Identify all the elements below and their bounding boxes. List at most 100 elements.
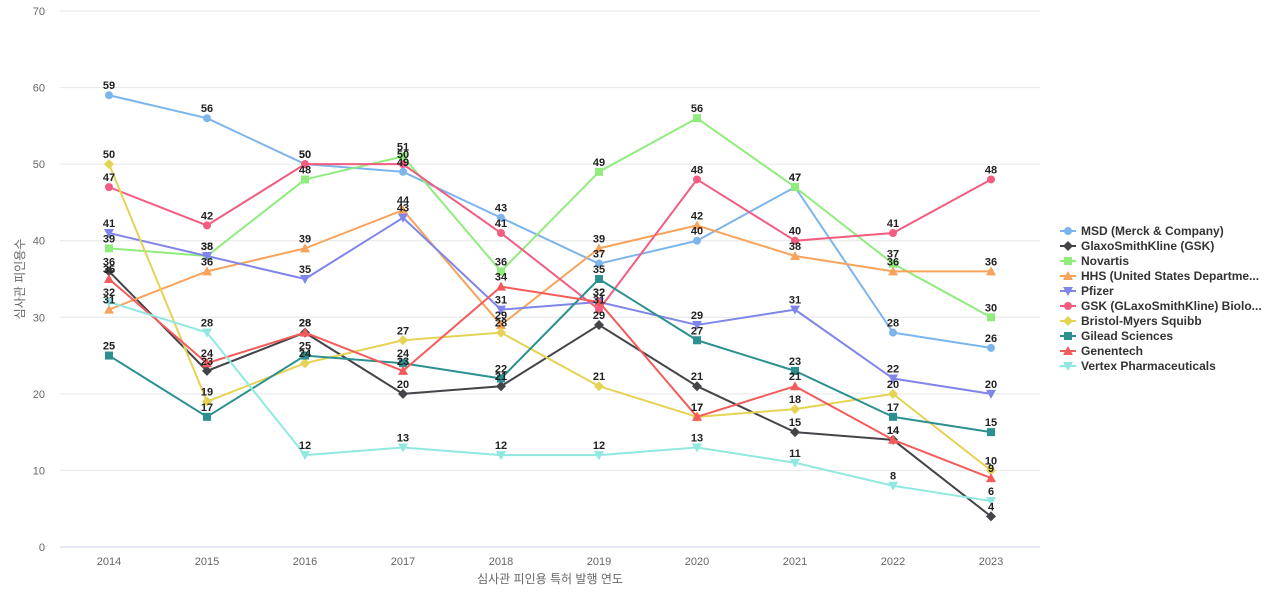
data-label: 42 [201,210,213,222]
y-tick-label: 30 [33,312,45,324]
series-line [108,270,992,518]
series-4 [104,205,996,329]
series-9 [104,274,996,483]
legend-item[interactable]: MSD (Merck & Company) [1060,224,1224,238]
series-3 [105,114,995,322]
x-tick-label: 2016 [293,556,317,568]
data-label: 28 [201,318,213,330]
legend-label: Gilead Sciences [1081,329,1173,343]
series-line [108,94,992,349]
legend-item[interactable]: GlaxoSmithKline (GSK) [1060,239,1214,253]
data-label: 29 [495,310,507,322]
data-point [594,451,604,461]
data-point [987,175,995,184]
x-tick-label: 2017 [391,556,415,568]
data-label: 27 [397,325,409,337]
data-label: 17 [887,402,899,414]
data-point [300,451,310,461]
data-label: 32 [593,287,605,299]
data-point [104,159,114,170]
legend-label: Genentech [1081,344,1143,358]
data-label: 39 [299,233,311,245]
y-axis-title: 심사관 피인용수 [13,239,27,320]
data-point [496,319,506,329]
data-point [399,160,407,169]
legend-marker [1063,287,1073,296]
data-label: 28 [299,318,311,330]
legend-item[interactable]: Novartis [1060,254,1129,268]
data-point [399,152,407,161]
data-point [497,267,505,276]
legend-label: HHS (United States Departme... [1081,269,1259,283]
y-tick-label: 0 [39,542,45,554]
legend-marker [1063,362,1073,371]
data-point [203,412,211,421]
data-point [594,243,604,253]
data-label: 23 [789,356,801,368]
legend-item[interactable]: Vertex Pharmaceuticals [1060,359,1216,373]
data-label: 19 [201,387,213,399]
data-label: 35 [593,264,605,276]
series-line [108,163,992,472]
data-point [889,412,897,421]
data-point [202,266,212,276]
data-label: 21 [789,371,801,383]
data-point [202,328,212,338]
data-label: 9 [988,463,994,475]
data-label: 50 [397,149,409,161]
data-point [594,381,604,392]
data-point [693,336,701,345]
data-point [889,229,897,238]
legend-item[interactable]: GSK (GLaxoSmithKline) Biolo... [1060,299,1262,313]
data-point [790,251,800,261]
data-label: 48 [691,164,703,176]
data-label: 39 [593,233,605,245]
data-point [889,259,897,268]
data-label: 36 [103,256,115,268]
data-label: 11 [789,448,801,460]
data-point [398,443,408,453]
x-tick-label: 2022 [881,556,905,568]
data-label: 36 [495,256,507,268]
data-label: 51 [397,141,409,153]
x-axis-title: 심사관 피인용 특허 발행 연도 [477,571,623,586]
data-point [202,252,212,262]
legend-item[interactable]: Pfizer [1060,284,1114,298]
data-label: 41 [495,218,507,230]
y-tick-label: 60 [33,83,45,95]
data-point [202,396,212,407]
legend-item[interactable]: Bristol-Myers Squibb [1060,314,1202,328]
data-point [986,473,996,483]
data-label: 28 [299,318,311,330]
data-label: 20 [887,379,899,391]
data-point [105,183,113,192]
legend-item[interactable]: Genentech [1060,344,1143,358]
data-label: 29 [593,310,605,322]
data-point [594,296,604,306]
data-label: 50 [103,149,115,161]
series-group [104,91,996,522]
x-tick-label: 2015 [195,556,219,568]
data-label: 21 [495,371,507,383]
data-label: 17 [691,402,703,414]
series-line [108,278,992,480]
data-point [790,458,800,468]
legend-item[interactable]: HHS (United States Departme... [1060,269,1259,283]
data-label: 44 [397,195,410,207]
data-point [888,388,898,399]
data-point [791,183,799,192]
data-label: 14 [887,425,900,437]
data-label: 35 [103,264,115,276]
data-point [497,374,505,383]
data-label: 12 [299,440,311,452]
legend-label: Pfizer [1081,284,1114,298]
data-point [888,266,898,276]
data-point [987,428,995,437]
legend-item[interactable]: Gilead Sciences [1060,329,1173,343]
data-point [986,465,996,476]
data-point [399,167,407,176]
data-point [888,434,898,444]
data-point [497,213,505,222]
data-label: 20 [985,379,997,391]
data-label: 23 [397,356,409,368]
